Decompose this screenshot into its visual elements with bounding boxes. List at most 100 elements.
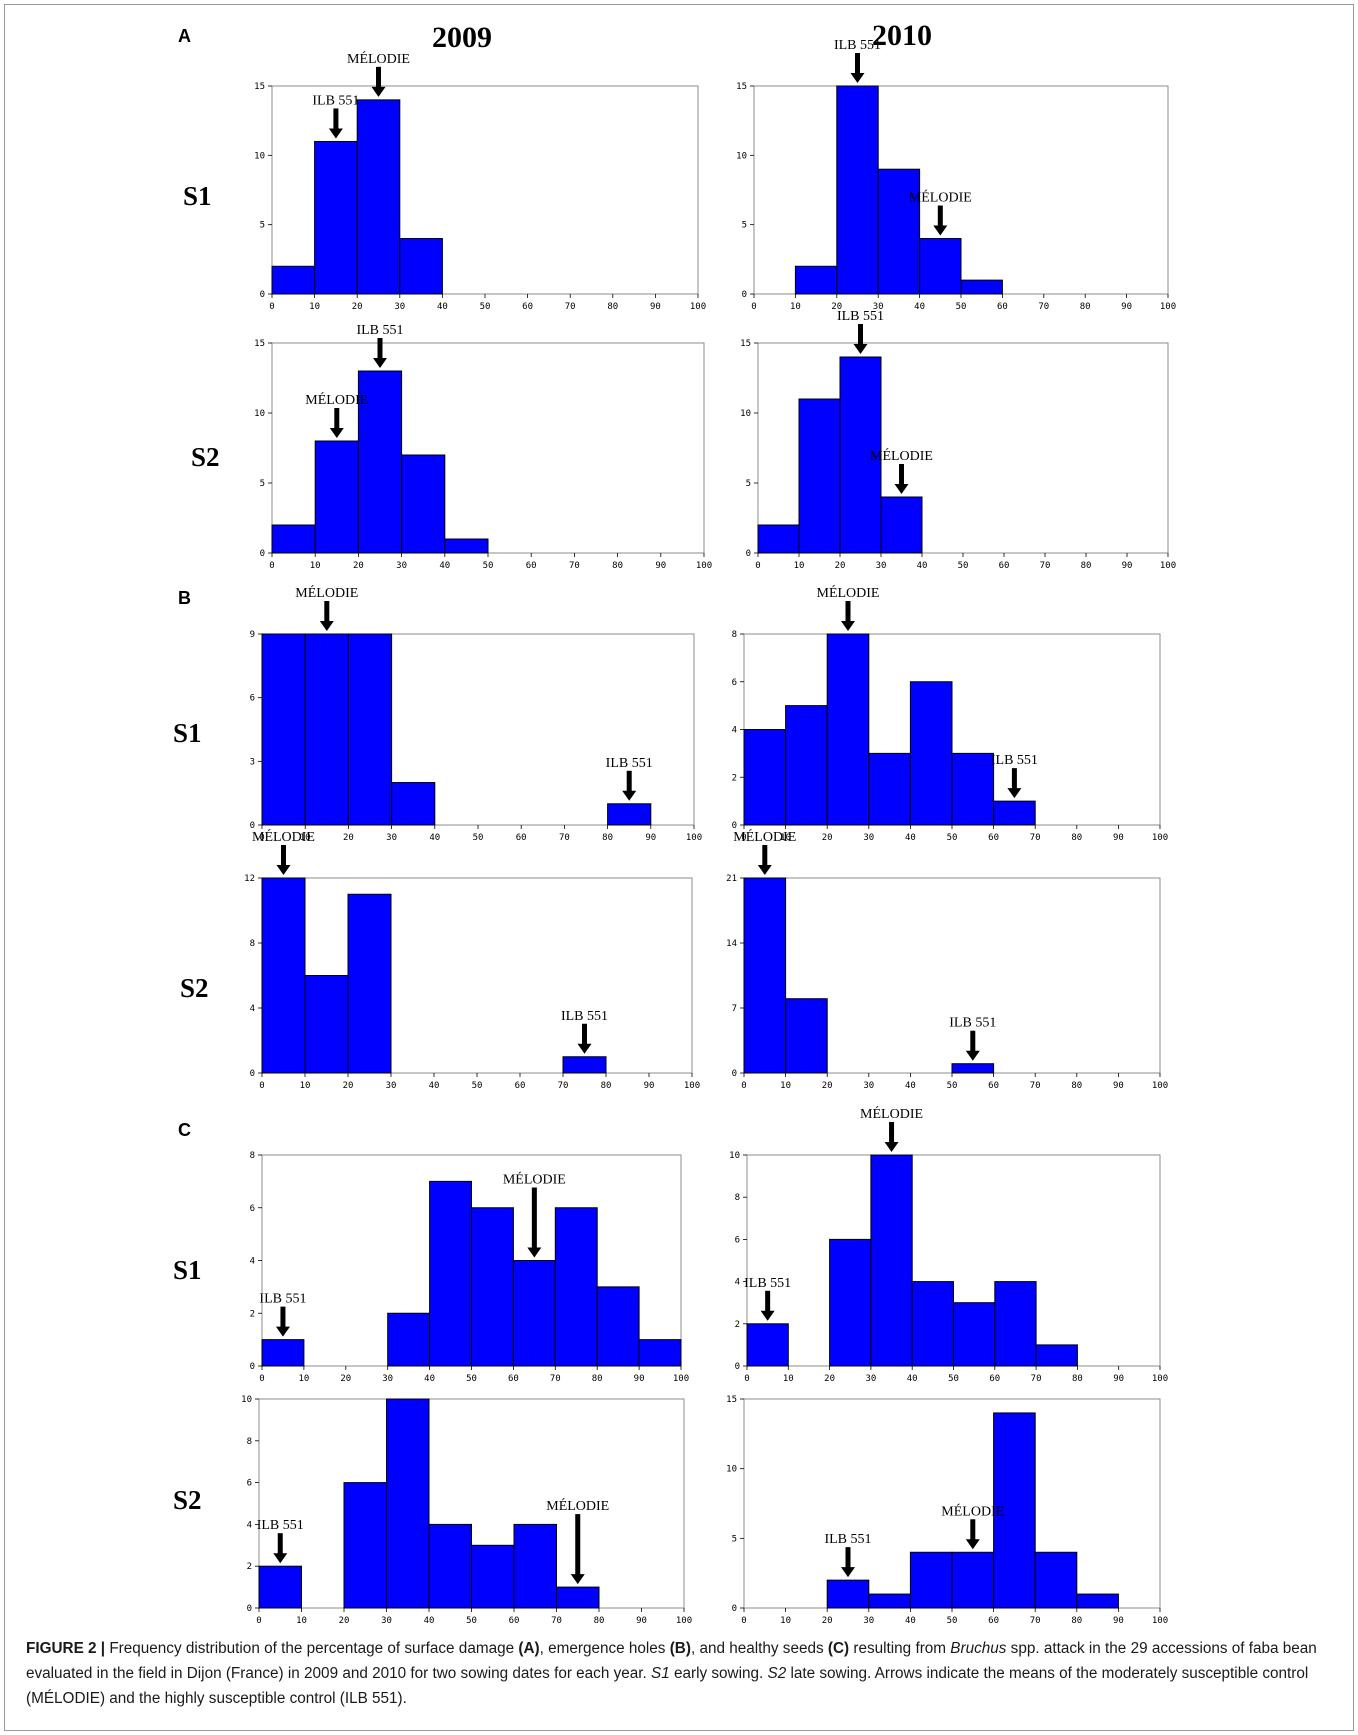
row-label-b-s2: S2 — [180, 973, 209, 1003]
melodie-label: MÉLODIE — [252, 828, 315, 845]
ilb551-label: ILB 551 — [744, 1276, 791, 1291]
histogram-bar — [826, 1579, 870, 1609]
figure-canvas: A B C 2009 2010 S1 S2 S1 S2 S1 S2 0 10 20 3… — [173, 19, 1176, 1626]
x-tick-label: 70 — [1038, 302, 1049, 312]
ilb551-label: ILB 551 — [606, 756, 653, 771]
x-tick-label: 90 — [644, 1081, 655, 1091]
arrow-head — [328, 128, 343, 139]
histogram-bar — [387, 1312, 431, 1367]
arrow-shaft — [531, 1187, 537, 1249]
histogram-bar — [343, 1482, 387, 1609]
x-tick-label: 10 — [780, 833, 791, 843]
arrow-head — [760, 1310, 775, 1321]
x-tick-label: 80 — [1071, 833, 1082, 843]
x-tick-label: 40 — [905, 1081, 916, 1091]
y-tick-label: 5 — [732, 1534, 737, 1544]
y-tick-label: 7 — [732, 1004, 737, 1014]
x-tick-label: 70 — [565, 302, 576, 312]
arrow-head — [841, 1567, 855, 1578]
x-tick-label: 60 — [988, 1081, 999, 1091]
x-tick-label: 90 — [1113, 1616, 1124, 1626]
x-tick-label: 90 — [650, 302, 661, 312]
ilb551-arrow-icon — [760, 1290, 775, 1321]
x-tick-label: 0 — [741, 833, 746, 843]
arrow-shaft — [899, 464, 904, 485]
arrow-shaft — [575, 1514, 581, 1576]
arrow-head — [275, 1326, 290, 1337]
ilb551-arrow-icon — [965, 1030, 980, 1061]
histogram-bar — [304, 975, 349, 1074]
x-tick-label: 20 — [824, 1374, 835, 1384]
ilb551-label: ILB 551 — [834, 38, 881, 53]
x-tick-label: 10 — [298, 1374, 309, 1384]
histogram-bar — [794, 265, 838, 295]
histogram-bar — [880, 496, 923, 554]
melodie-arrow-icon — [757, 845, 772, 875]
chart-b-2009-s1: 0 10 20 30 40 50 60 70 80 90 100 0 3 6 9 MÉLODIE ILB 551 — [250, 584, 703, 843]
histogram-bar — [638, 1339, 682, 1367]
x-tick-label: 100 — [696, 561, 712, 571]
arrow-shaft — [765, 1290, 771, 1312]
arrow-shaft — [845, 1547, 851, 1569]
x-tick-label: 20 — [353, 561, 364, 571]
x-tick-label: 90 — [1113, 1374, 1124, 1384]
histogram-bar — [271, 265, 316, 295]
y-tick-label: 9 — [250, 630, 255, 640]
y-tick-label: 21 — [726, 874, 737, 884]
x-tick-label: 80 — [607, 302, 618, 312]
y-tick-label: 5 — [260, 221, 265, 231]
histogram-bar — [444, 538, 489, 554]
y-tick-label: 15 — [254, 82, 265, 92]
caption-text: resulting from — [849, 1640, 951, 1657]
ilb551-label: ILB 551 — [312, 93, 359, 108]
y-tick-label: 15 — [736, 82, 747, 92]
arrow-head — [894, 484, 909, 494]
x-tick-label: 10 — [300, 833, 311, 843]
histogram-bar — [271, 524, 316, 554]
x-tick-label: 60 — [999, 561, 1010, 571]
histogram-bar — [261, 633, 306, 826]
ilb551-arrow-icon — [373, 338, 387, 368]
melodie-label: MÉLODIE — [733, 828, 796, 845]
y-tick-label: 5 — [260, 479, 265, 489]
y-tick-label: 15 — [740, 339, 751, 349]
arrow-head — [965, 1539, 980, 1550]
x-tick-label: 20 — [352, 302, 363, 312]
x-tick-label: 30 — [396, 561, 407, 571]
x-tick-label: 30 — [394, 302, 405, 312]
histogram-bar — [556, 1586, 600, 1609]
y-tick-label: 8 — [247, 1437, 252, 1447]
histogram-bar — [261, 1339, 305, 1367]
histogram-bar — [1035, 1344, 1078, 1367]
x-tick-label: 30 — [863, 833, 874, 843]
arrow-head — [622, 790, 637, 801]
x-tick-label: 0 — [751, 302, 756, 312]
y-tick-label: 0 — [260, 549, 265, 559]
x-tick-label: 20 — [835, 561, 846, 571]
x-tick-label: 90 — [1121, 302, 1132, 312]
histogram-bar — [1076, 1593, 1119, 1609]
x-tick-label: 60 — [988, 1616, 999, 1626]
x-tick-label: 30 — [876, 561, 887, 571]
x-tick-label: 30 — [381, 1616, 392, 1626]
panel-letter-a: A — [178, 26, 191, 46]
x-tick-label: 10 — [780, 1616, 791, 1626]
arrow-shaft — [582, 1023, 587, 1045]
caption-panel-b-ref: (B) — [669, 1640, 691, 1657]
x-tick-label: 60 — [508, 1374, 519, 1384]
x-tick-label: 70 — [559, 833, 570, 843]
ilb551-label: ILB 551 — [259, 1292, 306, 1307]
chart-a-2009-s1: 0 10 20 30 40 50 60 70 80 90 100 0 5 10 15 ILB 551 MÉLOD… — [254, 50, 706, 312]
arrow-head — [853, 344, 868, 354]
x-tick-label: 20 — [343, 833, 354, 843]
x-tick-label: 30 — [382, 1374, 393, 1384]
melodie-arrow-icon — [933, 205, 948, 236]
arrow-shaft — [858, 324, 863, 345]
x-tick-label: 60 — [526, 561, 537, 571]
x-tick-label: 60 — [515, 1081, 526, 1091]
x-tick-label: 0 — [269, 302, 274, 312]
y-tick-label: 5 — [746, 479, 751, 489]
x-tick-label: 70 — [1031, 1374, 1042, 1384]
y-tick-label: 15 — [254, 339, 265, 349]
x-tick-label: 70 — [550, 1374, 561, 1384]
